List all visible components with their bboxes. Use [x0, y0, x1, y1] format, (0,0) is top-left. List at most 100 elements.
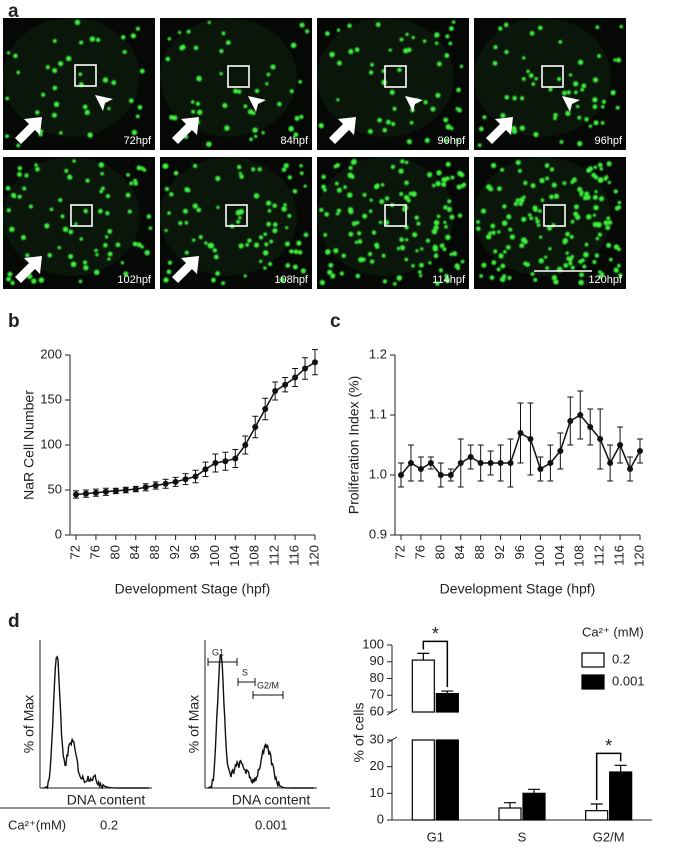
cell: [435, 92, 441, 98]
cell: [186, 29, 191, 34]
cell: [354, 47, 360, 53]
cell: [257, 167, 262, 172]
point: [122, 487, 129, 493]
cell: [13, 53, 18, 59]
cell: [319, 207, 324, 213]
cell: [582, 195, 588, 201]
cell: [263, 250, 269, 256]
cell: [6, 51, 11, 55]
cell: [11, 192, 16, 198]
time-label: 120hpf: [588, 274, 623, 286]
cell: [382, 279, 388, 284]
x-tick-label: 112: [267, 545, 282, 566]
cell: [131, 129, 138, 136]
cell: [172, 115, 178, 121]
image-tile: 102hpf: [3, 157, 155, 289]
cell: [539, 177, 545, 184]
cell: [294, 115, 300, 121]
cell: [433, 219, 440, 226]
point: [92, 489, 99, 496]
cell: [501, 220, 508, 226]
point: [142, 484, 149, 491]
cell: [486, 234, 492, 240]
cell: [543, 255, 548, 259]
cell: [355, 273, 361, 279]
point: [152, 482, 159, 489]
cell: [357, 231, 362, 236]
cell: [534, 77, 538, 81]
cell: [335, 212, 340, 216]
cell: [434, 41, 439, 45]
cell: [265, 82, 269, 86]
cell: [38, 277, 45, 283]
cell: [481, 262, 487, 268]
cell: [445, 234, 451, 241]
point: [73, 491, 79, 498]
cell: [427, 172, 433, 178]
cell: [224, 125, 230, 131]
point: [427, 460, 434, 466]
cell: [573, 211, 579, 217]
cell: [6, 208, 11, 213]
cell: [28, 204, 33, 209]
bar: [522, 792, 546, 821]
cell: [593, 120, 599, 126]
x-tick-label: 104: [552, 545, 567, 567]
cell: [127, 209, 132, 214]
cell: [391, 121, 396, 127]
cell: [509, 234, 516, 240]
cell: [515, 159, 521, 166]
cell: [369, 198, 373, 202]
x-tick-label: S: [518, 829, 527, 844]
bar: [585, 810, 609, 821]
cell: [617, 200, 622, 205]
cell: [584, 242, 589, 247]
cell: [348, 209, 354, 215]
condition-label: Ca²⁺(mM): [8, 817, 66, 832]
cell: [343, 185, 347, 189]
cell: [164, 186, 170, 192]
cell: [519, 125, 525, 131]
x-tick-label: 100: [532, 545, 547, 567]
cell: [404, 160, 409, 165]
cell: [378, 220, 383, 225]
cell: [411, 35, 415, 40]
cell: [442, 247, 447, 252]
cell: [179, 45, 184, 51]
cell: [7, 271, 13, 277]
cell: [398, 168, 404, 174]
bar: [435, 739, 459, 821]
cell: [347, 192, 353, 198]
cell: [477, 143, 482, 148]
cell: [423, 100, 428, 105]
gate: [237, 678, 256, 686]
highlight-box: [543, 204, 566, 227]
cell: [521, 76, 526, 81]
cell: [500, 113, 506, 119]
cell: [407, 47, 412, 53]
cell: [35, 166, 40, 172]
cell: [52, 85, 58, 91]
cell: [165, 56, 170, 62]
cell: [610, 90, 616, 96]
cell: [533, 132, 539, 138]
point: [398, 472, 404, 478]
y-tick-label: 200: [40, 346, 62, 361]
cell: [457, 107, 462, 113]
cell: [192, 238, 196, 242]
cell: [233, 88, 239, 94]
x-axis-title: Development Stage (hpf): [440, 581, 596, 597]
cell: [57, 60, 64, 67]
cell: [47, 252, 52, 258]
cell: [264, 242, 269, 247]
cell: [285, 226, 289, 230]
point: [312, 359, 318, 366]
cell: [606, 161, 612, 167]
cell: [446, 206, 452, 213]
y-tick-label: 50: [48, 481, 62, 496]
cell: [355, 220, 360, 225]
cell: [417, 270, 422, 274]
cell: [299, 171, 304, 176]
cell: [263, 232, 267, 236]
image-tile: 120hpf: [474, 157, 626, 289]
